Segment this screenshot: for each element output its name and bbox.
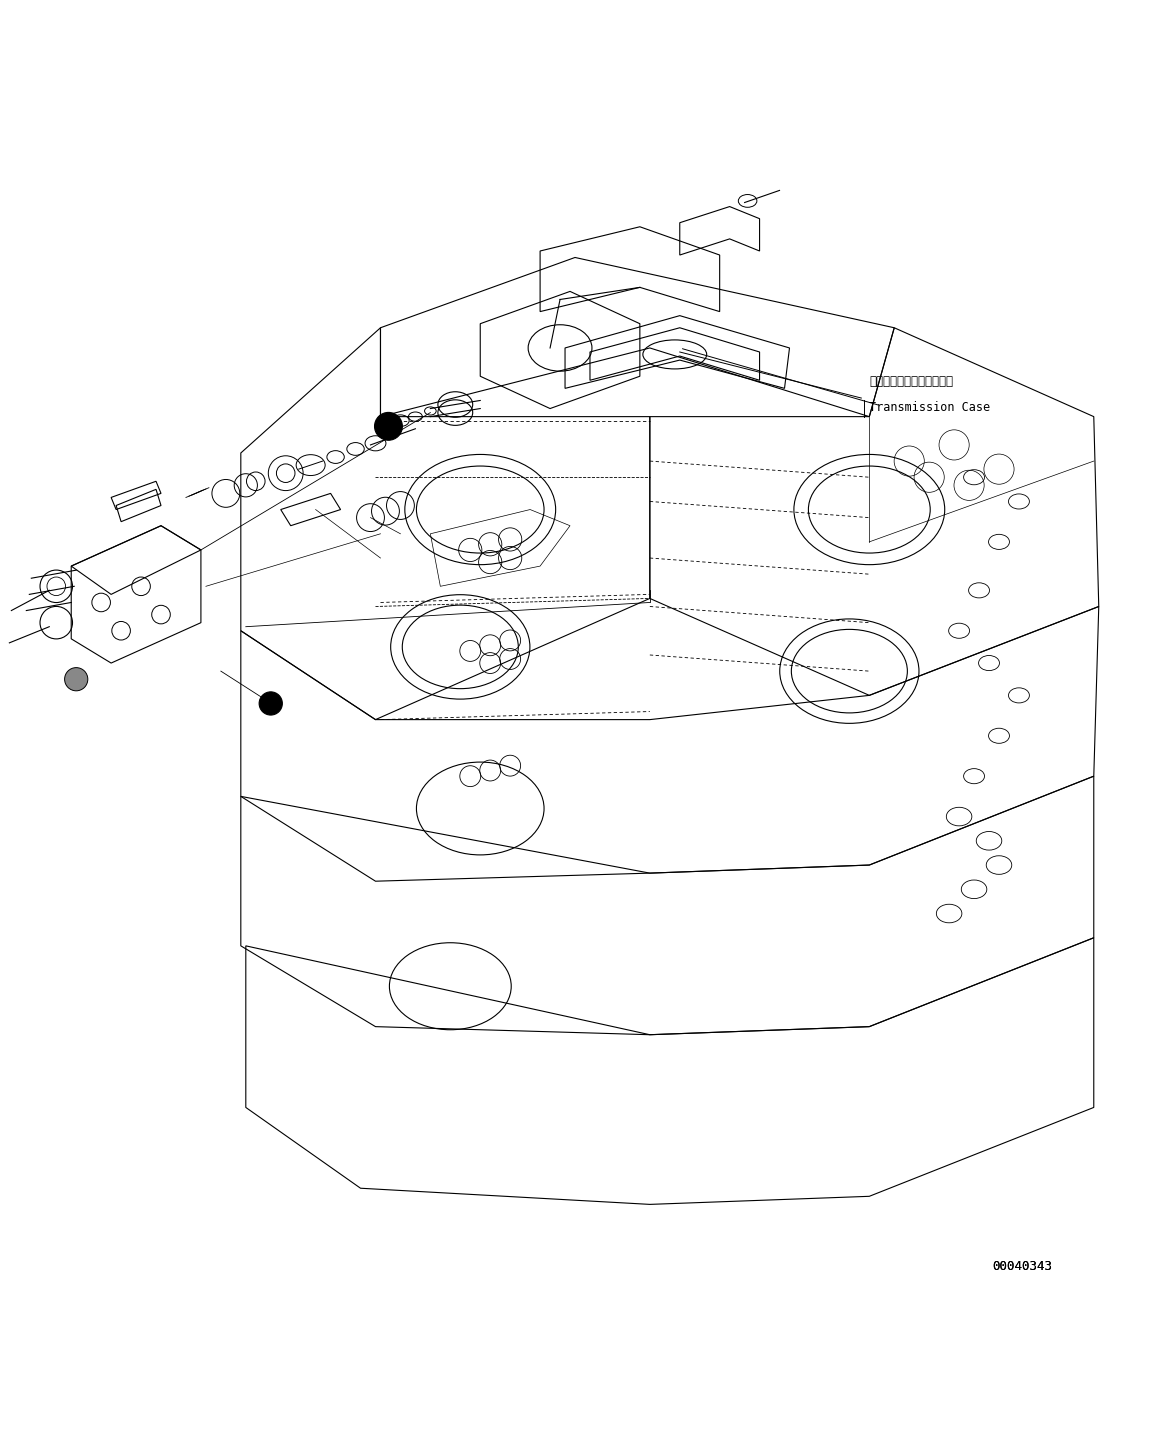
Text: Transmission Case: Transmission Case [869,401,991,414]
Circle shape [65,668,88,691]
Text: 00040343: 00040343 [992,1259,1053,1272]
Text: 00040343: 00040343 [992,1259,1053,1272]
Circle shape [259,692,283,715]
Circle shape [374,412,402,441]
Text: トランスミッションケース: トランスミッションケース [869,375,954,388]
